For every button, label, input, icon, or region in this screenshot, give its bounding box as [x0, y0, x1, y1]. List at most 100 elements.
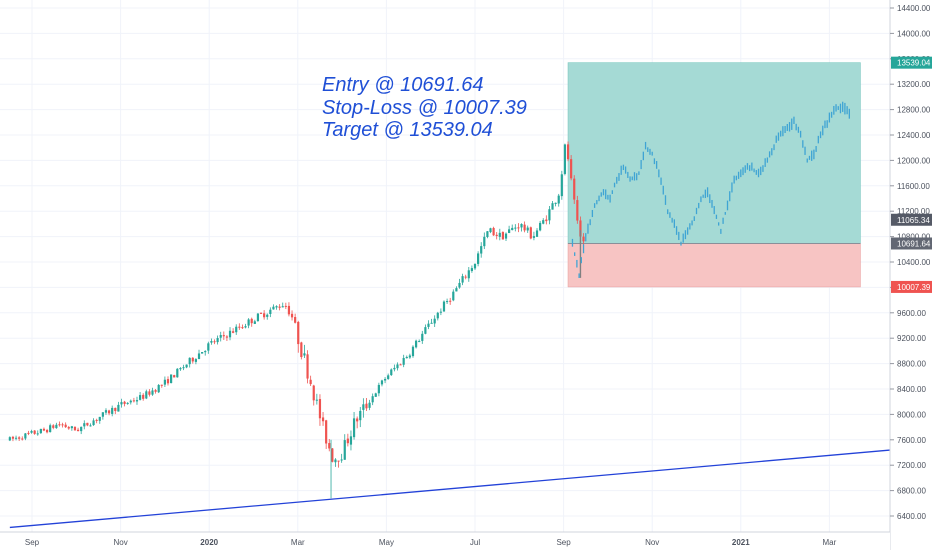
candle-body — [160, 384, 163, 386]
y-tick-label: 9200.00 — [897, 334, 926, 343]
candle-body — [309, 379, 312, 385]
candle-body — [504, 233, 508, 239]
candle-body — [495, 234, 498, 236]
candle-body — [570, 159, 573, 179]
candle-body — [33, 430, 36, 434]
candle-body — [545, 219, 548, 222]
candle-body — [325, 420, 328, 444]
candle-body — [39, 428, 42, 434]
candle-body — [250, 318, 253, 324]
candle-body — [387, 375, 390, 379]
candle-body — [480, 246, 483, 254]
candle-body — [241, 327, 244, 329]
candle-body — [67, 427, 70, 429]
candle-body — [73, 426, 77, 431]
candle-body — [24, 433, 27, 439]
price-tag-label: 10691.64 — [897, 239, 931, 248]
candle-body — [321, 417, 325, 422]
candle-body — [551, 203, 554, 210]
candle-body — [95, 419, 98, 421]
candle-body — [349, 436, 353, 445]
candle-body — [445, 301, 449, 303]
y-tick-label: 11200.00 — [897, 207, 930, 216]
candle-body — [548, 209, 551, 221]
candle-body — [300, 342, 303, 358]
trade-box — [567, 62, 861, 288]
candle-body — [101, 412, 104, 417]
candle-body — [8, 437, 11, 441]
candle-body — [281, 306, 284, 308]
candle-body — [272, 306, 275, 310]
candle-body — [259, 312, 263, 314]
candle-body — [312, 385, 315, 401]
loss-zone — [567, 243, 861, 288]
candle-body — [138, 395, 142, 400]
candle-body — [166, 379, 170, 384]
candle-body — [204, 351, 207, 353]
candle-body — [436, 312, 439, 319]
price-tag-label: 11065.34 — [897, 216, 930, 225]
price-tag — [891, 280, 932, 293]
candle-body — [393, 367, 396, 370]
candle-body — [216, 338, 219, 343]
candle-body — [247, 319, 250, 326]
candle-body — [222, 335, 225, 337]
candle-body — [542, 220, 545, 224]
y-tick-label: 14000.00 — [897, 29, 931, 38]
candle-body — [331, 448, 334, 462]
candle-body — [129, 400, 132, 403]
candle-body — [70, 426, 73, 429]
y-axis-bg — [890, 0, 932, 550]
candle-body — [256, 313, 260, 322]
candle-body — [294, 317, 297, 323]
candle-body — [92, 420, 95, 426]
candle-body — [126, 402, 129, 404]
candle-body — [576, 200, 579, 221]
candle-body — [52, 425, 55, 428]
candle-body — [18, 437, 21, 439]
candle-body — [117, 404, 120, 412]
projection-layer — [571, 101, 850, 279]
candle-body — [352, 418, 356, 438]
candle-body — [58, 424, 61, 426]
candle-body — [238, 326, 241, 328]
candle-body — [61, 424, 64, 426]
candle-body — [89, 425, 92, 427]
candle-body — [266, 314, 269, 317]
x-tick-label: Mar — [823, 538, 837, 547]
candle-body — [328, 443, 331, 449]
candle-body — [359, 410, 362, 421]
candle-body — [235, 326, 238, 333]
candle-body — [455, 288, 458, 292]
y-tick-label: 8800.00 — [897, 360, 926, 369]
y-tick-label: 14400.00 — [897, 4, 931, 13]
candle-body — [486, 231, 489, 237]
candle-body — [194, 359, 198, 362]
candle-body — [263, 313, 266, 318]
candle-body — [303, 353, 306, 356]
y-tick-label: 12800.00 — [897, 106, 931, 115]
candle-body — [582, 236, 585, 242]
candle-body — [383, 379, 387, 381]
candle-body — [405, 356, 408, 359]
candle-body — [380, 380, 384, 385]
candle-body — [151, 390, 154, 395]
candle-body — [467, 270, 470, 279]
candle-body — [430, 322, 433, 324]
candle-body — [411, 346, 415, 357]
y-tick-label: 6800.00 — [897, 487, 926, 496]
candle-body — [111, 407, 114, 414]
candle-body — [368, 402, 371, 408]
candle-body — [483, 236, 486, 247]
candle-body — [145, 391, 148, 399]
candle-body — [477, 253, 480, 264]
candle-body — [557, 195, 560, 204]
price-tag-label: 13539.04 — [897, 59, 931, 68]
candle-body — [489, 228, 492, 233]
candle-body — [501, 232, 505, 240]
candle-body — [297, 321, 300, 345]
candle-body — [278, 306, 281, 308]
candle-body — [64, 424, 67, 428]
candle-body — [356, 418, 359, 422]
